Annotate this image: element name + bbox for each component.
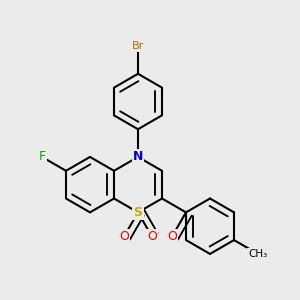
Text: N: N <box>133 150 143 164</box>
Text: CH₃: CH₃ <box>248 249 268 259</box>
Text: O: O <box>147 230 157 243</box>
Text: S: S <box>134 206 142 219</box>
Text: O: O <box>119 230 129 243</box>
Text: O: O <box>167 230 177 243</box>
Text: F: F <box>38 150 46 164</box>
Text: Br: Br <box>132 41 144 51</box>
